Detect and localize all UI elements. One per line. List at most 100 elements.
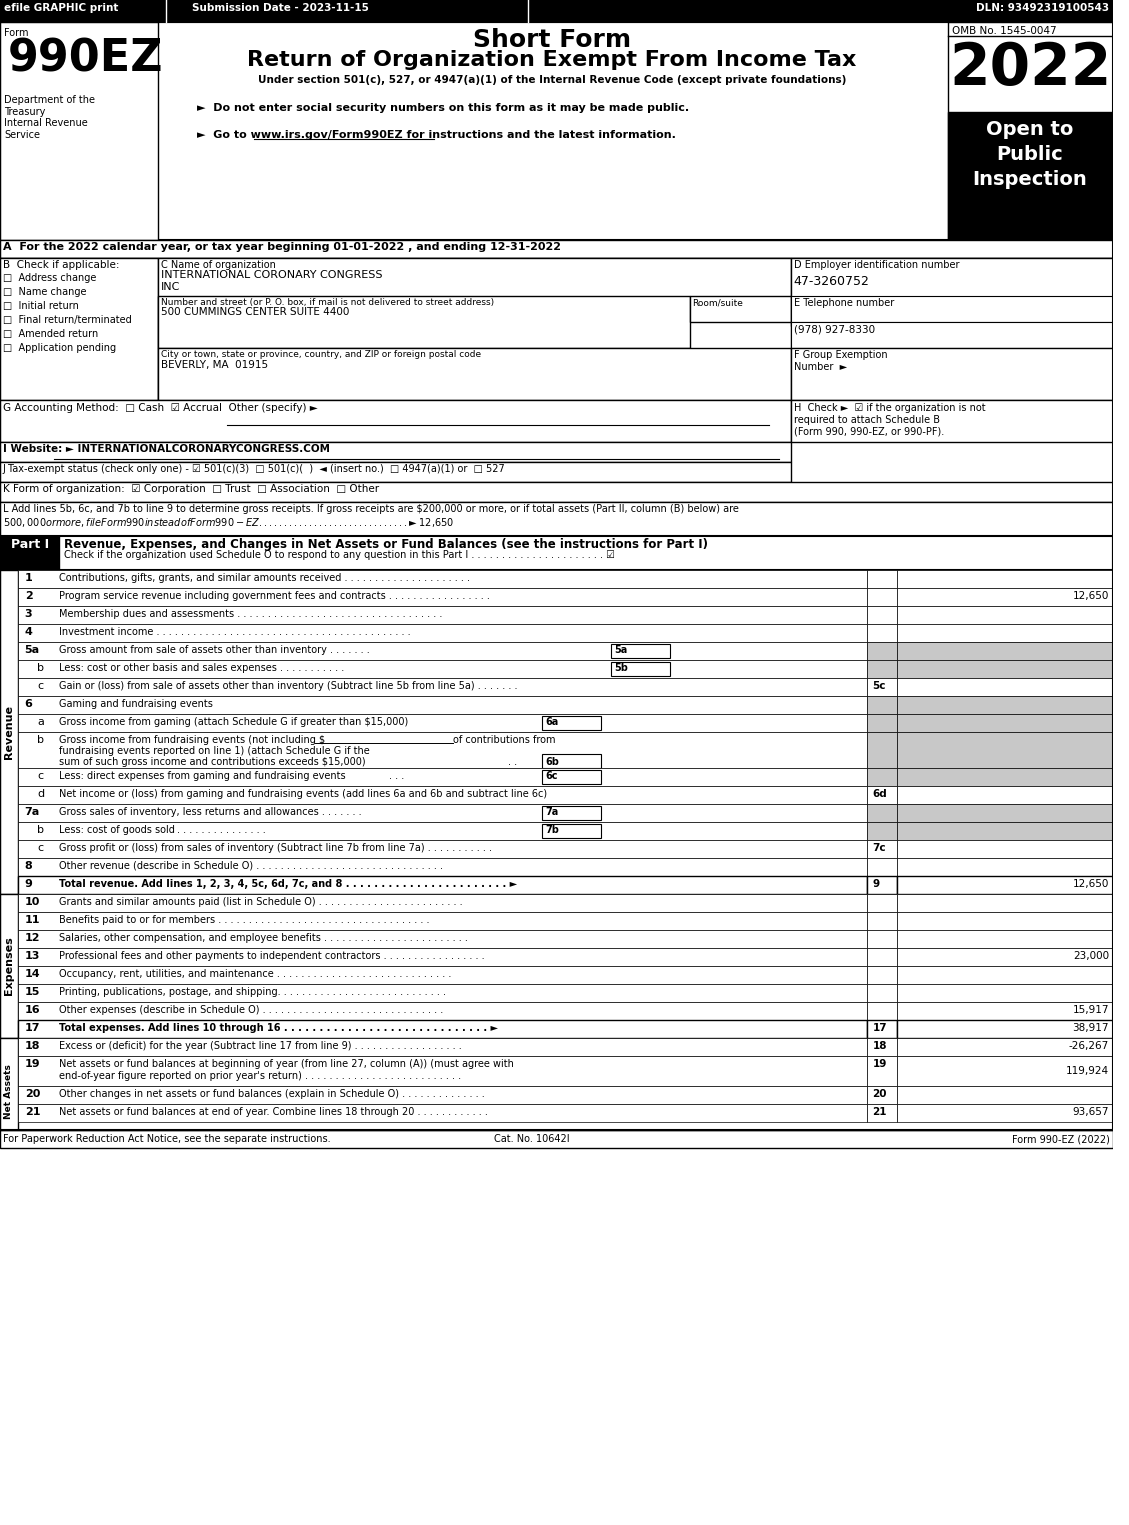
Text: efile GRAPHIC print: efile GRAPHIC print	[3, 3, 119, 14]
Bar	[898, 785, 1113, 804]
Text: Contributions, gifts, grants, and similar amounts received . . . . . . . . . . .: Contributions, gifts, grants, and simila…	[59, 573, 470, 583]
Text: 9: 9	[25, 878, 33, 889]
Bar	[18, 660, 867, 679]
Text: Net assets or fund balances at end of year. Combine lines 18 through 20 . . . . : Net assets or fund balances at end of ye…	[59, 1107, 488, 1116]
Bar	[867, 570, 898, 589]
Bar	[898, 859, 1113, 875]
Bar	[867, 1104, 898, 1122]
Bar	[898, 714, 1113, 732]
Bar	[898, 679, 1113, 695]
Bar	[867, 822, 898, 840]
Text: 6a: 6a	[545, 717, 559, 727]
Text: Total expenses. Add lines 10 through 16 . . . . . . . . . . . . . . . . . . . . : Total expenses. Add lines 10 through 16 …	[59, 1023, 498, 1032]
Bar	[790, 322, 1113, 348]
Bar	[898, 1039, 1113, 1055]
Bar	[898, 642, 1113, 660]
Text: ►  Go to www.irs.gov/Form990EZ for instructions and the latest information.: ► Go to www.irs.gov/Form990EZ for instru…	[198, 130, 676, 140]
Text: $500,000 or more, file Form 990 instead of Form 990-EZ . . . . . . . . . . . . .: $500,000 or more, file Form 990 instead …	[3, 515, 454, 529]
Text: OMB No. 1545-0047: OMB No. 1545-0047	[952, 26, 1057, 37]
Bar	[0, 535, 1113, 570]
Text: Less: cost or other basis and sales expenses . . . . . . . . . . .: Less: cost or other basis and sales expe…	[59, 663, 344, 673]
Bar	[867, 732, 898, 769]
Text: c: c	[37, 843, 44, 852]
Bar	[867, 679, 898, 695]
Bar	[18, 930, 867, 949]
Text: d: d	[37, 788, 44, 799]
Bar	[18, 822, 867, 840]
Bar	[18, 1104, 867, 1122]
Text: Printing, publications, postage, and shipping. . . . . . . . . . . . . . . . . .: Printing, publications, postage, and shi…	[59, 987, 446, 997]
Text: Gross income from fundraising events (not including $: Gross income from fundraising events (no…	[59, 735, 325, 746]
Bar	[18, 1039, 867, 1055]
Bar	[867, 1086, 898, 1104]
Text: 5b: 5b	[614, 663, 628, 673]
Text: INTERNATIONAL CORONARY CONGRESS
INC: INTERNATIONAL CORONARY CONGRESS INC	[160, 270, 383, 291]
Text: 17: 17	[25, 1023, 41, 1032]
Text: Expenses: Expenses	[3, 936, 14, 996]
Bar	[0, 894, 18, 1039]
Text: 5c: 5c	[873, 682, 886, 691]
Bar	[867, 769, 898, 785]
Bar	[867, 1055, 898, 1086]
Text: 10: 10	[25, 897, 40, 907]
Text: Return of Organization Exempt From Income Tax: Return of Organization Exempt From Incom…	[247, 50, 857, 70]
Text: J Tax-exempt status (check only one) - ☑ 501(c)(3)  □ 501(c)(  )  ◄ (insert no.): J Tax-exempt status (check only one) - ☑…	[3, 464, 506, 474]
Text: 19: 19	[25, 1058, 41, 1069]
Bar	[18, 769, 867, 785]
Text: G Accounting Method:  □ Cash  ☑ Accrual  Other (specify) ►: G Accounting Method: □ Cash ☑ Accrual Ot…	[3, 403, 317, 413]
Bar	[158, 296, 690, 348]
Bar	[0, 462, 790, 482]
Text: Revenue, Expenses, and Changes in Net Assets or Fund Balances (see the instructi: Revenue, Expenses, and Changes in Net As…	[64, 538, 708, 551]
Text: ►  Do not enter social security numbers on this form as it may be made public.: ► Do not enter social security numbers o…	[198, 104, 690, 113]
Bar	[18, 1020, 867, 1039]
Text: (978) 927-8330: (978) 927-8330	[794, 323, 875, 334]
Text: F Group Exemption
Number  ►: F Group Exemption Number ►	[794, 351, 887, 372]
Text: Cat. No. 10642I: Cat. No. 10642I	[495, 1135, 570, 1144]
Bar	[867, 912, 898, 930]
Bar	[0, 482, 1113, 502]
Bar	[542, 807, 602, 820]
Text: 9: 9	[873, 878, 879, 889]
Text: b: b	[37, 663, 44, 673]
Text: Excess or (deficit) for the year (Subtract line 17 from line 9) . . . . . . . . : Excess or (deficit) for the year (Subtra…	[59, 1042, 462, 1051]
Bar	[18, 642, 867, 660]
Bar	[18, 804, 867, 822]
Bar	[0, 258, 158, 400]
Text: E Telephone number: E Telephone number	[794, 297, 894, 308]
Bar	[0, 0, 1113, 21]
Bar	[898, 1002, 1113, 1020]
Bar	[898, 769, 1113, 785]
Bar	[948, 21, 1113, 239]
Bar	[898, 984, 1113, 1002]
Bar	[611, 662, 671, 676]
Bar	[790, 400, 1113, 442]
Bar	[18, 894, 867, 912]
Text: Total revenue. Add lines 1, 2, 3, 4, 5c, 6d, 7c, and 8 . . . . . . . . . . . . .: Total revenue. Add lines 1, 2, 3, 4, 5c,…	[59, 878, 517, 889]
Text: Investment income . . . . . . . . . . . . . . . . . . . . . . . . . . . . . . . : Investment income . . . . . . . . . . . …	[59, 627, 411, 637]
Bar	[0, 21, 1113, 1130]
Bar	[0, 1039, 18, 1145]
Text: Submission Date - 2023-11-15: Submission Date - 2023-11-15	[192, 3, 369, 14]
Text: Net income or (loss) from gaming and fundraising events (add lines 6a and 6b and: Net income or (loss) from gaming and fun…	[59, 788, 548, 799]
Text: Number and street (or P. O. box, if mail is not delivered to street address): Number and street (or P. O. box, if mail…	[160, 297, 493, 307]
Bar	[898, 1020, 1113, 1039]
Text: □  Final return/terminated: □ Final return/terminated	[3, 316, 132, 325]
Text: 12,650: 12,650	[1073, 878, 1109, 889]
Text: Gross profit or (loss) from sales of inventory (Subtract line 7b from line 7a) .: Gross profit or (loss) from sales of inv…	[59, 843, 492, 852]
Bar	[158, 258, 790, 400]
Text: 2: 2	[25, 592, 33, 601]
Text: Room/suite: Room/suite	[692, 297, 743, 307]
Bar	[898, 965, 1113, 984]
Text: 21: 21	[25, 1107, 41, 1116]
Bar	[542, 717, 602, 730]
Bar	[542, 770, 602, 784]
Text: Less: cost of goods sold: Less: cost of goods sold	[59, 825, 175, 836]
Bar	[158, 348, 790, 400]
Bar	[867, 1002, 898, 1020]
Text: Membership dues and assessments . . . . . . . . . . . . . . . . . . . . . . . . : Membership dues and assessments . . . . …	[59, 608, 443, 619]
Bar	[0, 21, 158, 239]
Bar	[0, 239, 1113, 258]
Bar	[898, 875, 1113, 894]
Bar	[898, 840, 1113, 859]
Bar	[867, 589, 898, 605]
